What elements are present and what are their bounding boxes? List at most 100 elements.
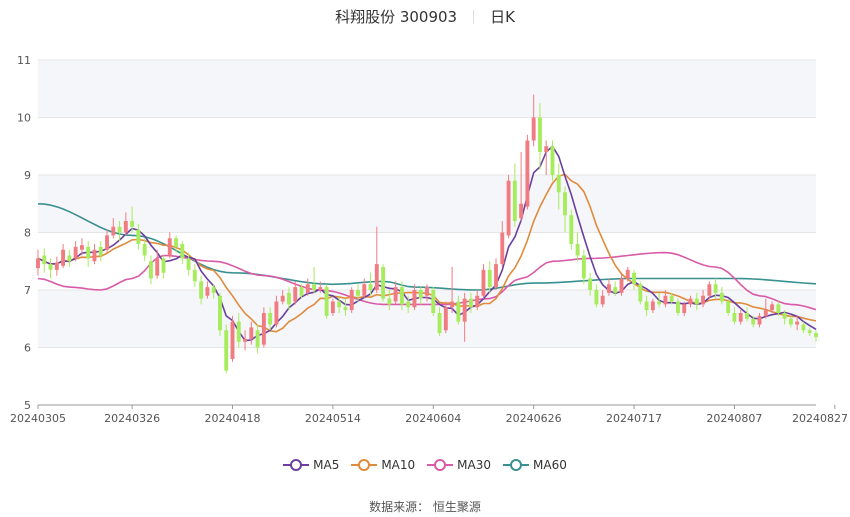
- candle-body: [255, 330, 260, 348]
- candle-body: [98, 246, 103, 256]
- grid-lines: [38, 59, 816, 348]
- candle: [92, 244, 97, 265]
- candle: [443, 301, 448, 334]
- candle-body: [782, 313, 787, 319]
- candle-body: [349, 290, 354, 311]
- candle: [751, 315, 756, 328]
- legend-item-ma10[interactable]: MA10: [351, 458, 415, 472]
- candle-body: [123, 221, 128, 233]
- candle: [324, 284, 329, 319]
- candle-body: [688, 298, 693, 305]
- candle-body: [261, 313, 266, 345]
- candle-body: [770, 304, 775, 311]
- candle: [795, 315, 800, 331]
- candle-body: [613, 287, 618, 293]
- candle-body: [437, 313, 442, 334]
- candle-body: [425, 287, 429, 296]
- candle: [399, 281, 404, 311]
- x-tick-label: 20240827: [792, 412, 848, 425]
- candle: [356, 284, 360, 302]
- legend-label: MA10: [381, 458, 416, 472]
- candle-body: [155, 258, 160, 276]
- candle-body: [230, 321, 235, 359]
- candle-body: [67, 255, 72, 262]
- candle: [79, 238, 84, 256]
- candle: [763, 298, 768, 319]
- candle-body: [130, 221, 135, 227]
- candle-body: [632, 272, 636, 285]
- candle: [732, 307, 737, 325]
- candle: [299, 284, 304, 299]
- candle-body: [287, 292, 291, 305]
- candle: [130, 206, 135, 233]
- candle: [280, 290, 285, 305]
- candle-body: [512, 180, 517, 221]
- candle: [205, 281, 210, 299]
- candle-body: [368, 284, 373, 290]
- candle-body: [105, 235, 109, 250]
- candle-body: [694, 298, 699, 305]
- candle: [663, 290, 668, 308]
- candle: [525, 134, 530, 210]
- candle: [249, 321, 254, 345]
- candle: [481, 264, 486, 299]
- y-tick-label: 8: [24, 227, 31, 240]
- legend-item-ma5[interactable]: MA5: [283, 458, 339, 472]
- candle-body: [387, 298, 392, 305]
- candle-body: [92, 249, 97, 262]
- candle: [261, 307, 266, 348]
- candle: [512, 163, 517, 227]
- title-divider: [473, 10, 475, 24]
- candle: [500, 221, 505, 267]
- candle-body: [738, 313, 743, 322]
- candle-body: [456, 301, 461, 322]
- candle: [613, 281, 618, 296]
- candle-body: [305, 284, 310, 293]
- candle: [211, 284, 216, 299]
- candle-body: [142, 244, 147, 256]
- candle-body: [550, 146, 555, 175]
- candle: [418, 287, 423, 305]
- period-label[interactable]: 日K: [490, 8, 515, 26]
- candle: [318, 281, 323, 293]
- candle: [224, 324, 229, 374]
- candle-body: [757, 315, 762, 325]
- candle: [682, 301, 687, 316]
- candle-body: [588, 278, 593, 290]
- legend-item-ma30[interactable]: MA30: [427, 458, 491, 472]
- legend-marker-icon: [351, 459, 378, 471]
- candle: [374, 226, 379, 293]
- candle-body: [607, 284, 611, 293]
- candle: [230, 315, 235, 362]
- candle-body: [676, 301, 680, 313]
- candle-body: [362, 284, 367, 296]
- legend-item-ma60[interactable]: MA60: [503, 458, 567, 472]
- candle-body: [669, 295, 674, 302]
- candle-body: [581, 255, 586, 279]
- candle: [362, 278, 367, 299]
- ma30-line: [37, 251, 817, 311]
- candle: [644, 295, 649, 316]
- legend-marker-icon: [427, 459, 454, 471]
- candle: [136, 223, 141, 250]
- candle: [412, 284, 417, 311]
- candle-body: [625, 269, 630, 279]
- candle-body: [381, 267, 386, 299]
- grid-band: [38, 175, 816, 233]
- candle-body: [211, 287, 216, 293]
- candle-body: [544, 146, 549, 152]
- candle: [123, 212, 128, 236]
- candle: [556, 163, 561, 210]
- candle: [312, 267, 317, 293]
- x-axis: 20240305 20240326 20240418 20240514 20240604…: [10, 404, 848, 425]
- candle-body: [801, 324, 806, 331]
- candle-body: [236, 321, 241, 342]
- candle-body: [174, 238, 178, 247]
- candle-body: [42, 255, 47, 265]
- candle: [814, 330, 818, 342]
- candle-body: [732, 313, 737, 322]
- candle: [450, 267, 455, 313]
- candle-body: [374, 264, 379, 290]
- candle: [494, 258, 498, 290]
- candle-body: [243, 338, 247, 342]
